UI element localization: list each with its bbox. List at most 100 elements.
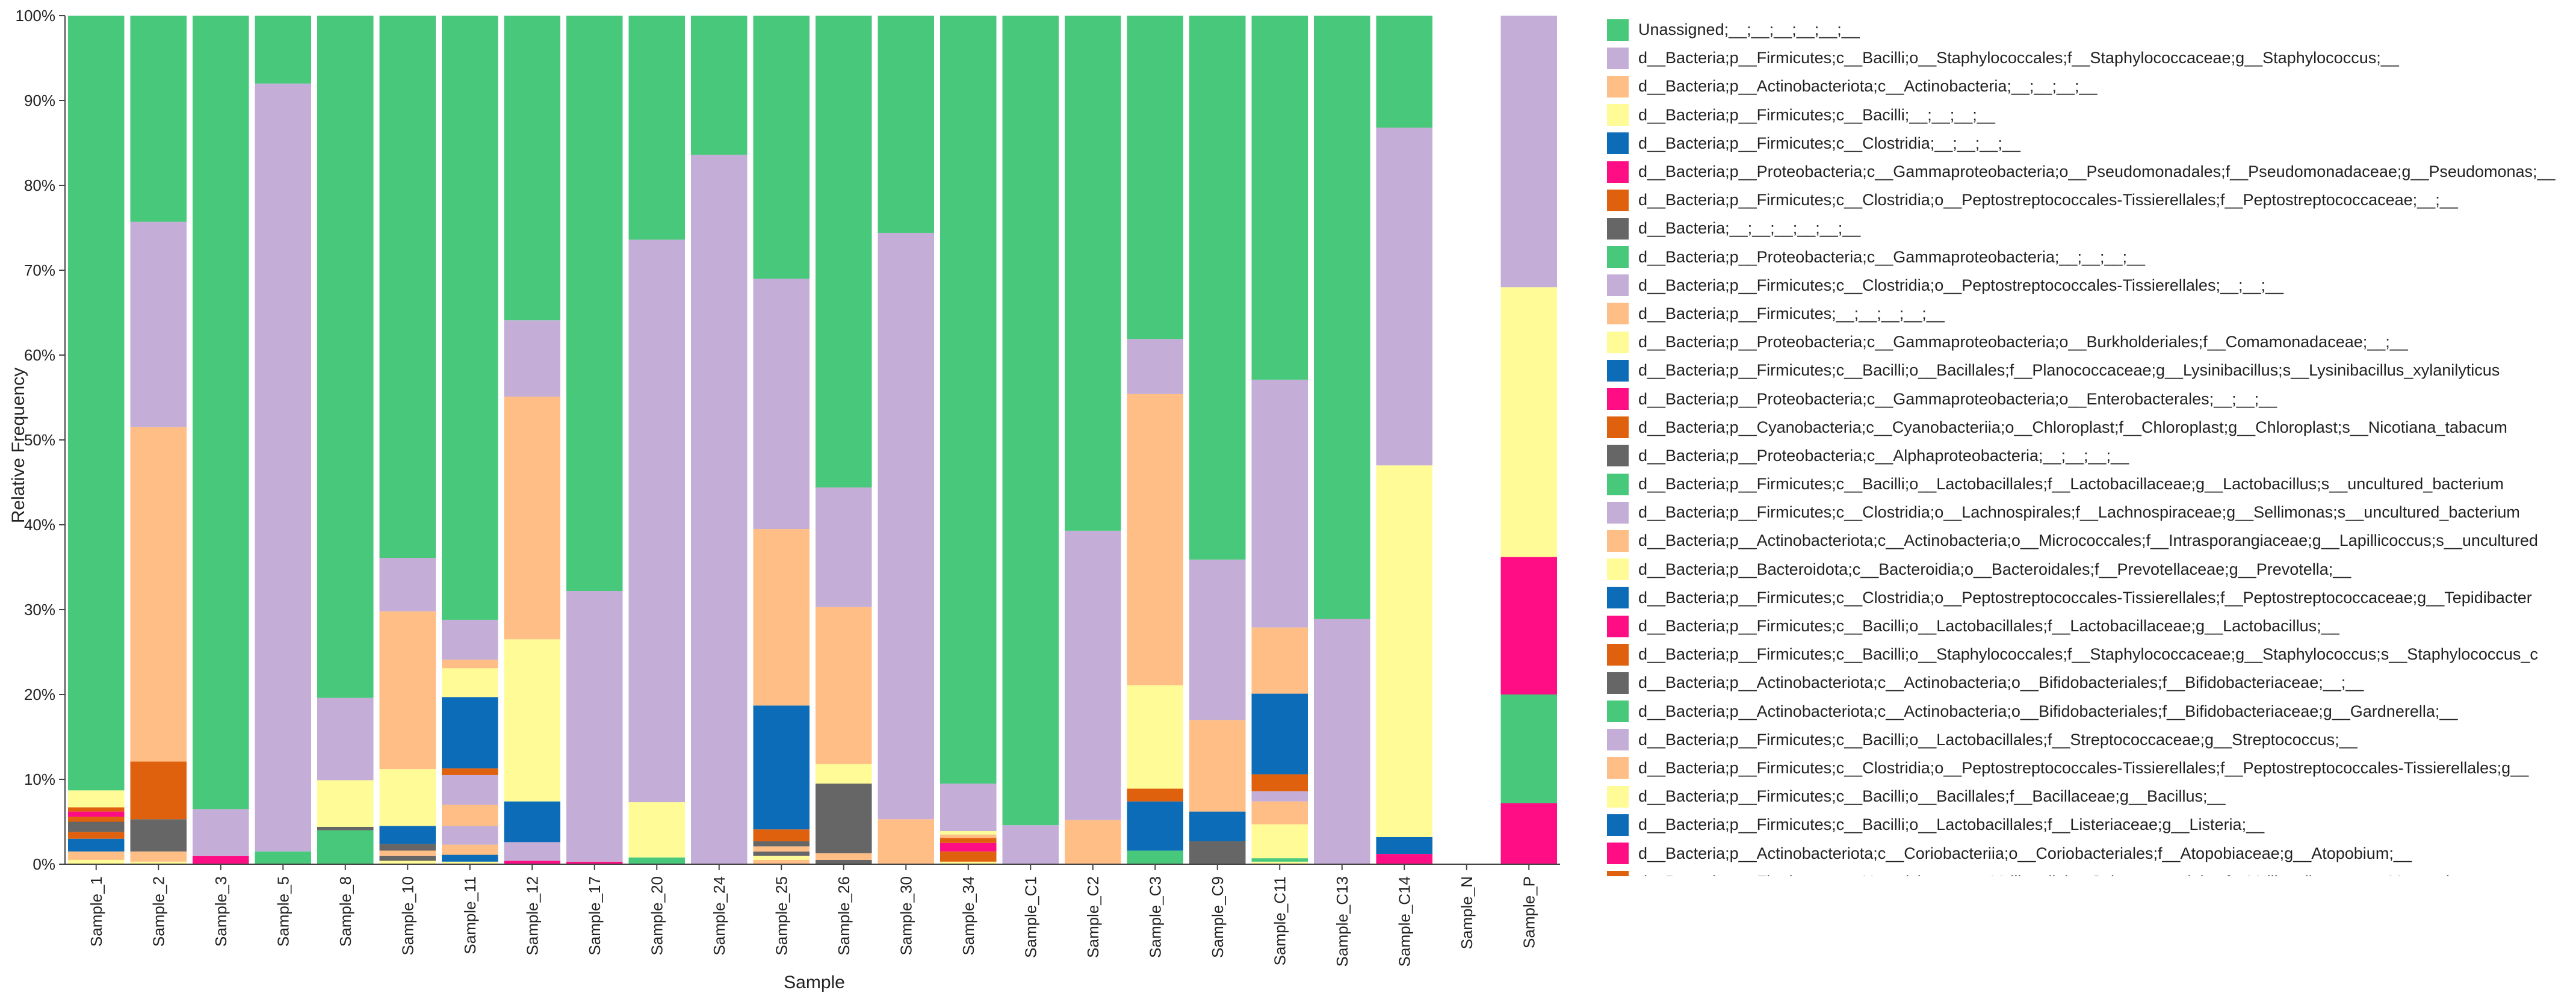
bar-segment[interactable]: [442, 805, 498, 826]
bar-segment[interactable]: [317, 697, 374, 781]
legend-item[interactable]: d__Bacteria;p__Firmicutes;c__Bacilli;o__…: [1607, 726, 2570, 754]
legend-item[interactable]: d__Bacteria;p__Firmicutes;c__Clostridia;…: [1607, 498, 2570, 527]
bar-segment[interactable]: [130, 16, 187, 222]
bar-segment[interactable]: [193, 809, 249, 856]
legend-item[interactable]: d__Bacteria;p__Firmicutes;c__Bacilli;o__…: [1607, 470, 2570, 498]
bar-segment[interactable]: [504, 397, 561, 640]
bar-segment[interactable]: [753, 851, 810, 856]
legend-item[interactable]: d__Bacteria;p__Proteobacteria;c__Gammapr…: [1607, 328, 2570, 356]
bar-segment[interactable]: [1189, 16, 1246, 560]
bar-segment[interactable]: [379, 611, 436, 770]
bar-segment[interactable]: [317, 826, 374, 830]
bar-segment[interactable]: [379, 769, 436, 826]
bar-segment[interactable]: [1127, 339, 1184, 394]
bar-segment[interactable]: [566, 16, 623, 591]
legend-item[interactable]: d__Bacteria;p__Actinobacteriota;c__Actin…: [1607, 669, 2570, 697]
bar-segment[interactable]: [753, 705, 810, 830]
bar-segment[interactable]: [753, 841, 810, 847]
bar-segment[interactable]: [130, 221, 187, 427]
bar-segment[interactable]: [1500, 803, 1558, 864]
bar-segment[interactable]: [1251, 774, 1308, 791]
bar-segment[interactable]: [1251, 627, 1308, 694]
legend-item[interactable]: d__Bacteria;p__Proteobacteria;c__Gammapr…: [1607, 385, 2570, 413]
bar-segment[interactable]: [68, 859, 125, 864]
legend-item[interactable]: d__Bacteria;p__Proteobacteria;c__Alphapr…: [1607, 442, 2570, 470]
bar-segment[interactable]: [1314, 16, 1370, 619]
bar-segment[interactable]: [442, 668, 498, 697]
bar-segment[interactable]: [379, 861, 436, 864]
bar-segment[interactable]: [940, 843, 997, 852]
bar-segment[interactable]: [1127, 801, 1184, 851]
bar-segment[interactable]: [379, 16, 436, 558]
legend-item[interactable]: d__Bacteria;p__Firmicutes;c__Clostridia;…: [1607, 584, 2570, 612]
bar-segment[interactable]: [753, 846, 810, 852]
legend-item[interactable]: d__Bacteria;p__Actinobacteriota;c__Actin…: [1607, 527, 2570, 555]
bar-segment[interactable]: [379, 855, 436, 861]
bar-segment[interactable]: [130, 861, 187, 864]
bar-segment[interactable]: [1189, 811, 1246, 841]
legend-item[interactable]: d__Bacteria;p__Firmicutes;c__Clostridia;…: [1607, 271, 2570, 300]
bar-segment[interactable]: [628, 240, 686, 803]
bar-segment[interactable]: [1127, 788, 1184, 802]
bar-segment[interactable]: [1251, 791, 1308, 802]
bar-segment[interactable]: [442, 861, 498, 864]
bar-segment[interactable]: [1376, 854, 1433, 864]
bar-segment[interactable]: [1251, 379, 1308, 628]
legend-item[interactable]: d__Bacteria;p__Firmicutes;c__Bacilli;o__…: [1607, 356, 2570, 385]
legend-item[interactable]: d__Bacteria;p__Actinobacteriota;c__Corio…: [1607, 839, 2570, 867]
bar-segment[interactable]: [442, 660, 498, 669]
legend-item[interactable]: Unassigned;__;__;__;__;__;__: [1607, 16, 2570, 44]
bar-segment[interactable]: [940, 838, 997, 843]
bar-segment[interactable]: [628, 857, 686, 864]
bar-segment[interactable]: [1251, 693, 1308, 775]
bar-segment[interactable]: [816, 859, 872, 864]
bar-segment[interactable]: [504, 861, 561, 864]
bar-segment[interactable]: [1376, 16, 1433, 128]
bar-segment[interactable]: [1189, 559, 1246, 720]
bar-segment[interactable]: [753, 859, 810, 864]
bar-segment[interactable]: [753, 529, 810, 706]
bar-segment[interactable]: [442, 844, 498, 855]
bar-segment[interactable]: [1065, 820, 1121, 864]
bar-segment[interactable]: [255, 851, 312, 864]
bar-segment[interactable]: [379, 850, 436, 856]
bar-segment[interactable]: [317, 16, 374, 698]
bar-segment[interactable]: [753, 829, 810, 841]
bar-segment[interactable]: [1314, 619, 1370, 864]
legend-item[interactable]: d__Bacteria;p__Actinobacteriota;c__Actin…: [1607, 697, 2570, 726]
bar-segment[interactable]: [816, 487, 872, 607]
bar-segment[interactable]: [68, 16, 125, 791]
bar-segment[interactable]: [816, 764, 872, 784]
bar-segment[interactable]: [816, 607, 872, 764]
legend-item[interactable]: d__Bacteria;p__Firmicutes;c__Clostridia;…: [1607, 129, 2570, 158]
bar-segment[interactable]: [878, 16, 935, 233]
legend-item[interactable]: d__Bacteria;p__Firmicutes;c__Bacilli;o__…: [1607, 782, 2570, 811]
bar-segment[interactable]: [442, 697, 498, 769]
bar-segment[interactable]: [753, 16, 810, 279]
bar-segment[interactable]: [1251, 861, 1308, 864]
bar-segment[interactable]: [940, 831, 997, 835]
legend-item[interactable]: d__Bacteria;p__Firmicutes;c__Clostridia;…: [1607, 186, 2570, 214]
bar-segment[interactable]: [68, 851, 125, 860]
bar-segment[interactable]: [317, 830, 374, 864]
bar-segment[interactable]: [130, 851, 187, 862]
bar-segment[interactable]: [1127, 850, 1184, 864]
bar-segment[interactable]: [130, 819, 187, 852]
bar-segment[interactable]: [442, 768, 498, 775]
bar-segment[interactable]: [1065, 16, 1121, 531]
bar-segment[interactable]: [255, 83, 312, 852]
bar-segment[interactable]: [1500, 557, 1558, 694]
bar-segment[interactable]: [68, 838, 125, 852]
bar-segment[interactable]: [940, 851, 997, 862]
bar-segment[interactable]: [68, 821, 125, 832]
bar-segment[interactable]: [442, 775, 498, 805]
bar-segment[interactable]: [504, 320, 561, 397]
bar-segment[interactable]: [504, 842, 561, 861]
bar-segment[interactable]: [68, 790, 125, 808]
legend-item[interactable]: d__Bacteria;p__Proteobacteria;c__Gammapr…: [1607, 243, 2570, 271]
bar-segment[interactable]: [68, 832, 125, 839]
bar-segment[interactable]: [68, 817, 125, 822]
bar-segment[interactable]: [691, 155, 748, 864]
legend-item[interactable]: d__Bacteria;p__Firmicutes;c__Bacilli;__;…: [1607, 101, 2570, 129]
bar-segment[interactable]: [1002, 825, 1059, 864]
